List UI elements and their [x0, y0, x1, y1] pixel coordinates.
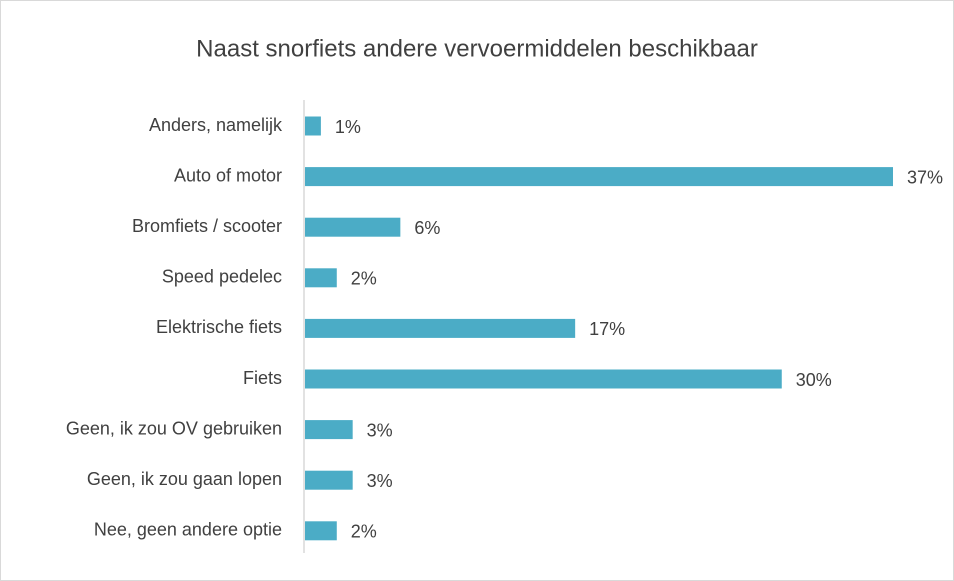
data-label: 3%: [367, 420, 393, 440]
category-label: Geen, ik zou OV gebruiken: [66, 418, 282, 438]
bar: [305, 318, 576, 338]
data-label: 30%: [796, 370, 832, 390]
bar: [305, 369, 782, 389]
bar: [305, 167, 893, 187]
category-label: Auto of motor: [174, 165, 282, 185]
bar: [305, 268, 337, 288]
bar: [305, 470, 353, 490]
bar: [305, 116, 321, 136]
category-label: Nee, geen andere optie: [94, 520, 282, 540]
data-label: 6%: [414, 218, 440, 238]
category-label: Speed pedelec: [162, 267, 282, 287]
data-label: 1%: [335, 117, 361, 137]
category-label: Anders, namelijk: [149, 115, 283, 135]
bar: [305, 521, 337, 541]
bar: [305, 420, 353, 440]
bar: [305, 217, 401, 237]
category-label: Bromfiets / scooter: [132, 216, 282, 236]
data-label: 2%: [351, 522, 377, 542]
chart-title: Naast snorfiets andere vervoermiddelen b…: [196, 35, 758, 62]
category-label: Fiets: [243, 368, 282, 388]
data-label: 17%: [589, 319, 625, 339]
data-label: 3%: [367, 471, 393, 491]
data-label: 37%: [907, 167, 943, 187]
data-label: 2%: [351, 269, 377, 289]
category-label: Elektrische fiets: [156, 317, 282, 337]
category-label: Geen, ik zou gaan lopen: [87, 469, 282, 489]
